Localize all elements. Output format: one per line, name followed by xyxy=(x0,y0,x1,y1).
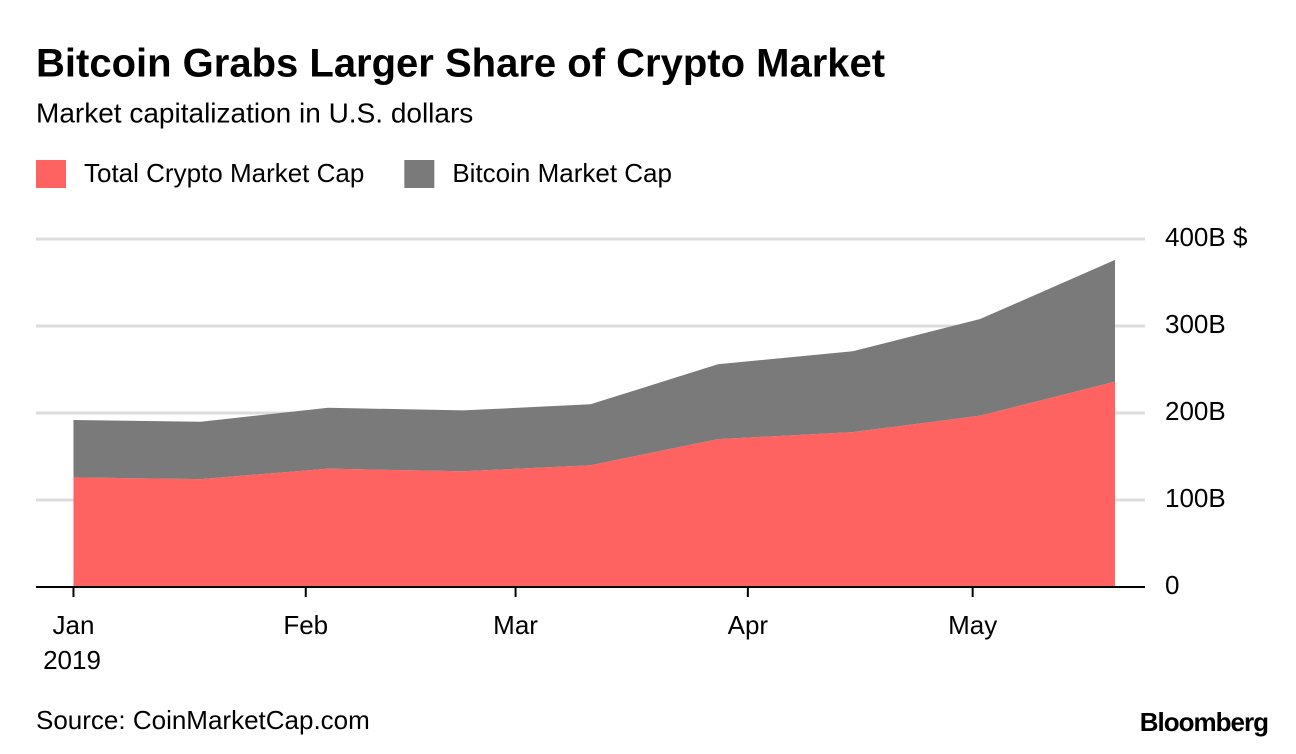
x-tick-label: May xyxy=(948,610,997,640)
y-tick-label: 100B xyxy=(1165,483,1226,513)
source: Source: CoinMarketCap.com xyxy=(36,705,370,735)
x-tick-label: Mar xyxy=(493,610,538,640)
x-tick-label: Feb xyxy=(283,610,328,640)
chart-subtitle: Market capitalization in U.S. dollars xyxy=(36,97,473,128)
y-tick-label: 400B $ xyxy=(1165,222,1248,252)
brand: Bloomberg xyxy=(1140,707,1268,737)
legend-label: Total Crypto Market Cap xyxy=(84,158,364,188)
x-tick-label: Apr xyxy=(728,610,769,640)
legend-label: Bitcoin Market Cap xyxy=(452,158,672,188)
y-tick-label: 0 xyxy=(1165,570,1179,600)
area xyxy=(73,381,1116,587)
area xyxy=(73,259,1116,480)
legend-swatch xyxy=(404,160,435,188)
chart-title: Bitcoin Grabs Larger Share of Crypto Mar… xyxy=(36,42,885,86)
year-label: 2019 xyxy=(43,645,101,675)
legend-swatch xyxy=(36,160,66,188)
y-tick-label: 200B xyxy=(1165,396,1226,426)
x-tick-label: Jan xyxy=(53,610,95,640)
y-tick-label: 300B xyxy=(1165,309,1226,339)
